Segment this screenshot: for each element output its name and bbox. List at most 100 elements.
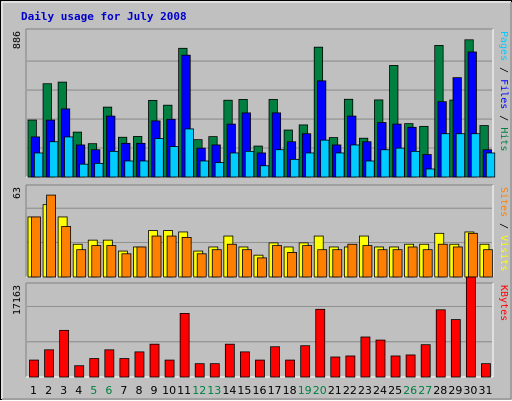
bar-sites-30-body xyxy=(467,232,478,278)
x-tick-label-11: 11 xyxy=(177,384,191,397)
x-tick-label-20: 20 xyxy=(313,384,327,397)
bar-pages-1 xyxy=(34,152,44,178)
bar-kbytes-24 xyxy=(375,339,386,378)
bar-kbytes-31 xyxy=(481,363,491,378)
bar-kbytes-26-body xyxy=(405,354,416,378)
x-tick-label-26: 26 xyxy=(403,384,417,397)
legend-kbytes: KBytes xyxy=(498,285,509,321)
bar-pages-19 xyxy=(305,152,315,178)
bar-sites-29-body xyxy=(452,246,463,278)
legend-item: Visits xyxy=(498,235,509,271)
bar-kbytes-11-body xyxy=(179,313,190,378)
bar-kbytes-24-body xyxy=(375,339,386,378)
bar-sites-23-body xyxy=(362,245,373,278)
bar-sites-22 xyxy=(347,243,358,278)
bar-pages-29 xyxy=(455,133,466,178)
bar-kbytes-10-body xyxy=(164,359,175,378)
bar-kbytes-1 xyxy=(29,359,39,378)
bar-pages-12 xyxy=(199,160,209,178)
bar-pages-16-body xyxy=(259,165,270,178)
x-tick-label-4: 4 xyxy=(75,384,82,397)
bar-sites-15-body xyxy=(242,249,252,278)
bar-sites-2 xyxy=(46,194,56,278)
bar-sites-16 xyxy=(257,257,267,278)
x-tick-label-7: 7 xyxy=(120,384,127,397)
bar-kbytes-6-body xyxy=(104,349,115,378)
bar-pages-30 xyxy=(470,133,481,178)
bar-pages-22-body xyxy=(350,144,360,178)
y-max-label: 63 xyxy=(12,187,23,199)
bar-kbytes-14-body xyxy=(224,343,235,378)
bar-kbytes-11 xyxy=(179,313,190,378)
x-tick-label-2: 2 xyxy=(45,384,52,397)
bar-kbytes-13-body xyxy=(209,363,220,378)
bar-kbytes-16 xyxy=(255,359,265,378)
bar-sites-9-body xyxy=(151,235,162,278)
bar-sites-1 xyxy=(31,216,41,278)
bar-sites-27-body xyxy=(422,249,433,278)
bar-kbytes-2 xyxy=(44,349,54,378)
bar-sites-21-body xyxy=(332,249,343,278)
bar-sites-25-body xyxy=(392,249,403,278)
bar-sites-7 xyxy=(121,253,132,278)
bar-pages-26 xyxy=(410,150,420,178)
bar-sites-21 xyxy=(332,249,343,278)
bar-sites-14 xyxy=(226,243,237,278)
x-tick-label-9: 9 xyxy=(151,384,158,397)
bar-kbytes-23-body xyxy=(360,336,371,378)
bar-kbytes-19-body xyxy=(300,345,311,378)
legend-pages_files_hits: Pages / Files / Hits xyxy=(498,31,509,151)
bar-sites-27 xyxy=(422,249,433,278)
bar-sites-26-body xyxy=(407,246,418,278)
bar-pages-2-body xyxy=(49,141,59,178)
bar-sites-12-body xyxy=(196,253,207,278)
bar-sites-8-body xyxy=(136,246,147,278)
bar-kbytes-15-body xyxy=(240,351,250,378)
x-tick-label-31: 31 xyxy=(478,384,492,397)
bar-pages-9-body xyxy=(154,138,164,178)
y-max-label: 886 xyxy=(12,31,23,49)
bar-pages-20 xyxy=(320,139,330,178)
bar-sites-9 xyxy=(151,235,162,278)
bar-pages-5-body xyxy=(94,162,104,178)
x-tick-label-6: 6 xyxy=(105,384,112,397)
bar-pages-15 xyxy=(244,150,255,178)
bar-kbytes-12 xyxy=(194,363,205,378)
legend-item: / xyxy=(498,109,509,127)
bar-kbytes-30 xyxy=(465,276,476,378)
bar-kbytes-18-body xyxy=(285,359,295,378)
bar-pages-31-body xyxy=(485,152,496,178)
bar-pages-26-body xyxy=(410,150,420,178)
bar-kbytes-25-body xyxy=(390,355,401,378)
x-tick-label-1: 1 xyxy=(30,384,37,397)
bar-sites-2-body xyxy=(46,194,56,278)
x-tick-label-10: 10 xyxy=(162,384,176,397)
chart-title: Daily usage for July 2008 xyxy=(21,10,187,23)
bar-pages-1-body xyxy=(34,152,44,178)
bar-kbytes-22-body xyxy=(345,355,356,378)
bar-kbytes-9 xyxy=(149,343,160,378)
bar-pages-5 xyxy=(94,162,104,178)
x-tick-label-21: 21 xyxy=(328,384,342,397)
bar-pages-17-body xyxy=(275,149,285,178)
bar-sites-8 xyxy=(136,246,147,278)
bar-sites-18 xyxy=(287,252,297,278)
bar-pages-13 xyxy=(214,162,224,178)
bar-sites-7-body xyxy=(121,253,132,278)
bar-pages-10 xyxy=(169,146,179,178)
bar-sites-13-body xyxy=(211,249,222,278)
bar-pages-24-body xyxy=(380,149,390,178)
bar-sites-19-body xyxy=(302,245,313,278)
x-tick-label-3: 3 xyxy=(60,384,67,397)
bar-kbytes-20-body xyxy=(315,308,326,378)
bar-sites-12 xyxy=(196,253,207,278)
bar-sites-30 xyxy=(467,232,478,278)
legend-item: Files xyxy=(498,79,509,109)
x-tick-label-5: 5 xyxy=(90,384,97,397)
bar-pages-12-body xyxy=(199,160,209,178)
bar-sites-15 xyxy=(242,249,252,278)
bar-pages-17 xyxy=(275,149,285,178)
bar-pages-8 xyxy=(139,160,149,178)
bar-kbytes-4-body xyxy=(74,365,85,378)
x-tick-label-30: 30 xyxy=(463,384,477,397)
